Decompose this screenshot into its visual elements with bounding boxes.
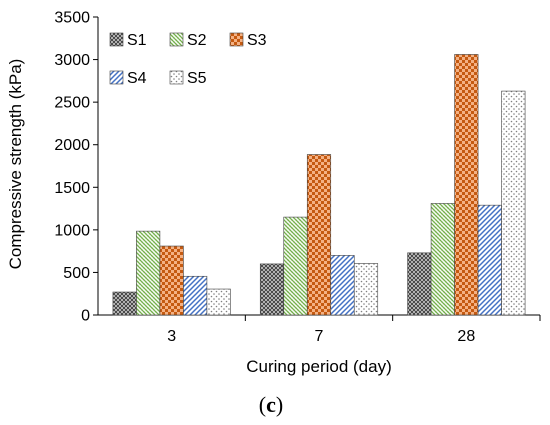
y-tick-label: 2000 [54,137,90,154]
bar-s2-7 [283,216,308,316]
legend-swatch-s3 [229,32,244,47]
y-tick-label: 3000 [54,52,90,69]
legend: S1 S2 S3 S4 S5 [109,32,267,87]
bar-s1-3 [112,291,137,316]
bar-s4-7 [330,255,355,316]
y-tick-label: 500 [63,265,90,282]
bar-s1-28 [407,252,432,316]
bar-s5-28 [501,90,526,316]
bar-s5-3 [206,288,231,316]
y-tick-label: 3500 [54,10,90,27]
bar-s5-7 [353,263,379,316]
x-tick-label: 28 [457,328,475,345]
legend-swatch-s1 [109,32,124,47]
bar-s1-7 [259,263,285,316]
panel-label-letter: c [266,392,276,417]
bar-s2-3 [136,230,161,316]
x-tick-label: 7 [315,328,324,345]
legend-swatch-s5 [169,70,184,85]
legend-label-s3: S3 [247,32,267,49]
y-tick-label: 1500 [54,180,90,197]
bar-s4-28 [477,204,502,316]
bar-s3-28 [454,54,479,316]
plot-area: 0 500 1000 1500 2000 2500 3000 3500 3 7 28 [54,10,541,345]
x-axis-title: Curing period (day) [246,357,392,376]
bar-s3-3 [159,245,184,316]
y-tick-label: 0 [81,308,90,325]
x-tick-label: 3 [167,328,176,345]
y-tick-label: 1000 [54,222,90,239]
y-axis-title: Compressive strength (kPa) [6,59,25,270]
legend-label-s1: S1 [127,32,147,49]
y-tick-label: 2500 [54,95,90,112]
bar-s4-3 [183,275,208,316]
panel-label-close: ) [276,392,283,417]
legend-swatch-s4 [109,70,124,85]
legend-label-s5: S5 [187,70,207,87]
legend-label-s2: S2 [187,32,207,49]
legend-swatch-s2 [169,32,184,47]
legend-label-s4: S4 [127,70,147,87]
bar-s3-7 [306,154,332,316]
bar-s2-28 [430,203,455,316]
panel-label: (c) [259,392,283,417]
panel-label-open: ( [259,392,266,417]
